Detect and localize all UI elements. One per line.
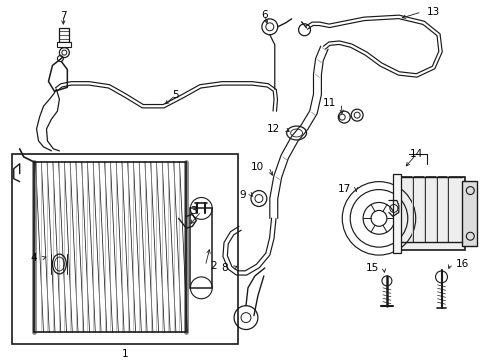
Text: 17: 17: [337, 184, 350, 194]
Text: 6: 6: [261, 10, 267, 20]
Bar: [395, 177, 465, 250]
Text: 8: 8: [221, 263, 228, 273]
Text: 13: 13: [426, 7, 439, 17]
Text: 9: 9: [239, 189, 245, 199]
Text: 10: 10: [250, 162, 264, 172]
Text: 14: 14: [409, 149, 423, 159]
Text: 12: 12: [266, 124, 279, 134]
Text: 16: 16: [454, 259, 468, 269]
Bar: [59, 28, 69, 42]
Text: 3: 3: [189, 206, 196, 216]
Text: 2: 2: [210, 261, 217, 271]
Bar: [462, 181, 476, 246]
Text: 15: 15: [365, 263, 378, 273]
Text: 1: 1: [122, 349, 128, 359]
Text: 7: 7: [60, 11, 66, 21]
Text: 11: 11: [323, 98, 336, 108]
Bar: [12, 154, 238, 345]
Bar: [57, 42, 71, 47]
Text: 5: 5: [172, 90, 179, 100]
Bar: [190, 208, 212, 288]
Text: 4: 4: [31, 253, 38, 263]
Bar: [392, 174, 400, 253]
